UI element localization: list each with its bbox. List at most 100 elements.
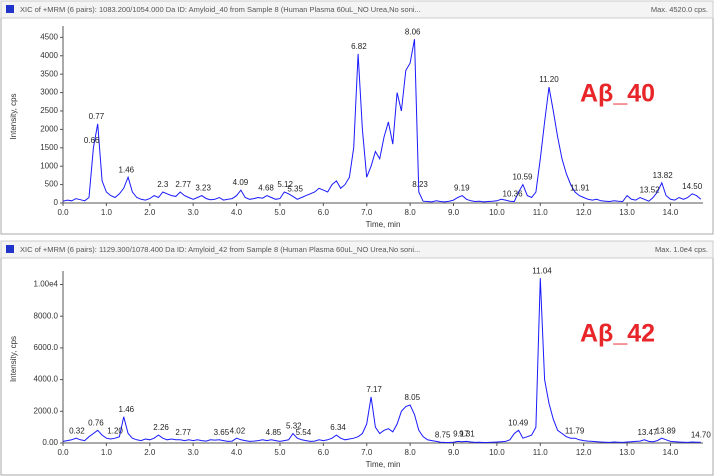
peak-label: 2.3 [157, 180, 169, 189]
peak-label: 8.05 [404, 393, 420, 402]
peak-label: 5.32 [286, 422, 302, 431]
x-tick-label: 1.0 [101, 208, 113, 217]
x-tick-label: 14.0 [663, 208, 679, 217]
x-tick-label: 13.0 [619, 208, 635, 217]
annotation: Aβ_42 [580, 320, 655, 348]
peak-label: 1.46 [119, 165, 135, 174]
peak-label: 8.23 [412, 180, 428, 189]
header-bar [0, 240, 714, 259]
peak-label: 11.91 [570, 184, 590, 193]
y-tick-label: 4000.0 [34, 375, 59, 384]
x-tick-label: 9.0 [448, 448, 460, 457]
peak-label: 10.59 [512, 173, 533, 182]
y-tick-label: 1500 [40, 143, 58, 152]
peak-label: 2.77 [175, 180, 191, 189]
peak-label: 0.77 [89, 112, 105, 121]
x-tick-label: 9.0 [448, 208, 460, 217]
peak-label: 13.82 [653, 171, 674, 180]
y-tick-label: 8000.0 [34, 311, 59, 320]
peak-label: 3.65 [214, 428, 230, 437]
x-tick-label: 1.0 [101, 448, 113, 457]
y-tick-label: 3000 [40, 88, 58, 97]
x-tick-label: 4.0 [231, 448, 243, 457]
y-tick-label: 4500 [40, 32, 58, 41]
y-tick-label: 2000 [40, 124, 58, 133]
x-tick-label: 6.0 [318, 208, 330, 217]
peak-label: 1.46 [119, 405, 135, 414]
max-label: Max. 1.0e4 cps. [655, 245, 708, 254]
x-axis-label: Time, min [366, 220, 401, 229]
trace [62, 278, 701, 444]
x-tick-label: 0.0 [57, 448, 69, 457]
x-tick-label: 14.0 [663, 448, 679, 457]
x-tick-label: 13.0 [619, 448, 635, 457]
y-tick-label: 0.00 [42, 438, 58, 447]
peak-label: 1.20 [107, 426, 123, 435]
peak-label: 14.70 [691, 430, 712, 439]
y-tick-label: 3500 [40, 69, 58, 78]
peak-label: 4.85 [266, 428, 282, 437]
peak-label: 10.49 [508, 418, 529, 427]
y-tick-label: 2000.0 [34, 406, 59, 415]
peak-label: 4.02 [230, 426, 246, 435]
header-icon [6, 5, 14, 13]
x-tick-label: 3.0 [188, 448, 200, 457]
x-tick-label: 2.0 [144, 208, 156, 217]
annotation: Aβ_40 [580, 80, 655, 108]
header-icon [6, 245, 14, 253]
peak-label: 5.12 [277, 180, 293, 189]
peak-label: 13.47 [637, 428, 658, 437]
peak-label: 11.04 [532, 266, 552, 275]
x-tick-label: 10.0 [489, 448, 505, 457]
x-tick-label: 12.0 [576, 208, 592, 217]
x-axis-label: Time, min [366, 460, 401, 469]
peak-label: 13.52 [640, 186, 661, 195]
x-tick-label: 3.0 [188, 208, 200, 217]
peak-label: 4.68 [258, 184, 274, 193]
y-tick-label: 0 [54, 198, 59, 207]
peak-label: 14.50 [682, 182, 703, 191]
peak-label: 6.82 [351, 42, 367, 51]
x-tick-label: 8.0 [405, 448, 417, 457]
peak-label: 5.35 [287, 184, 303, 193]
x-tick-label: 4.0 [231, 208, 243, 217]
x-tick-label: 7.0 [361, 448, 373, 457]
x-tick-label: 6.0 [318, 448, 330, 457]
peak-label: 0.66 [84, 136, 100, 145]
y-tick-label: 1.00e4 [34, 280, 59, 289]
y-tick-label: 4000 [40, 51, 58, 60]
peak-label: 13.89 [656, 426, 677, 435]
x-tick-label: 2.0 [144, 448, 156, 457]
x-tick-label: 8.0 [405, 208, 417, 217]
peak-label: 3.23 [195, 184, 211, 193]
y-tick-label: 2500 [40, 106, 58, 115]
peak-label: 9.31 [459, 430, 475, 439]
x-tick-label: 11.0 [533, 208, 549, 217]
peak-label: 8.06 [405, 27, 421, 36]
y-axis-label: Intensity, cps [9, 336, 18, 382]
trace [62, 39, 702, 203]
header-bar [0, 0, 714, 19]
peak-label: 2.26 [153, 423, 169, 432]
x-tick-label: 11.0 [533, 448, 549, 457]
y-tick-label: 1000 [40, 161, 58, 170]
peak-label: 9.19 [454, 184, 470, 193]
header-title: XIC of +MRM (6 pairs): 1129.300/1078.400… [20, 245, 420, 254]
peak-label: 10.36 [503, 189, 524, 198]
peak-label: 2.77 [175, 428, 191, 437]
peak-label: 7.17 [366, 385, 382, 394]
peak-label: 8.75 [435, 430, 451, 439]
x-tick-label: 0.0 [57, 208, 69, 217]
x-tick-label: 7.0 [361, 208, 373, 217]
peak-label: 4.09 [233, 178, 249, 187]
x-tick-label: 5.0 [274, 448, 286, 457]
peak-label: 9.17 [453, 430, 469, 439]
peak-label: 0.32 [69, 426, 85, 435]
peak-label: 0.76 [88, 418, 104, 427]
peak-label: 11.79 [565, 426, 585, 435]
x-tick-label: 5.0 [274, 208, 286, 217]
y-axis-label: Intensity, cps [9, 93, 18, 139]
max-label: Max. 4520.0 cps. [651, 5, 708, 14]
x-tick-label: 12.0 [576, 448, 592, 457]
